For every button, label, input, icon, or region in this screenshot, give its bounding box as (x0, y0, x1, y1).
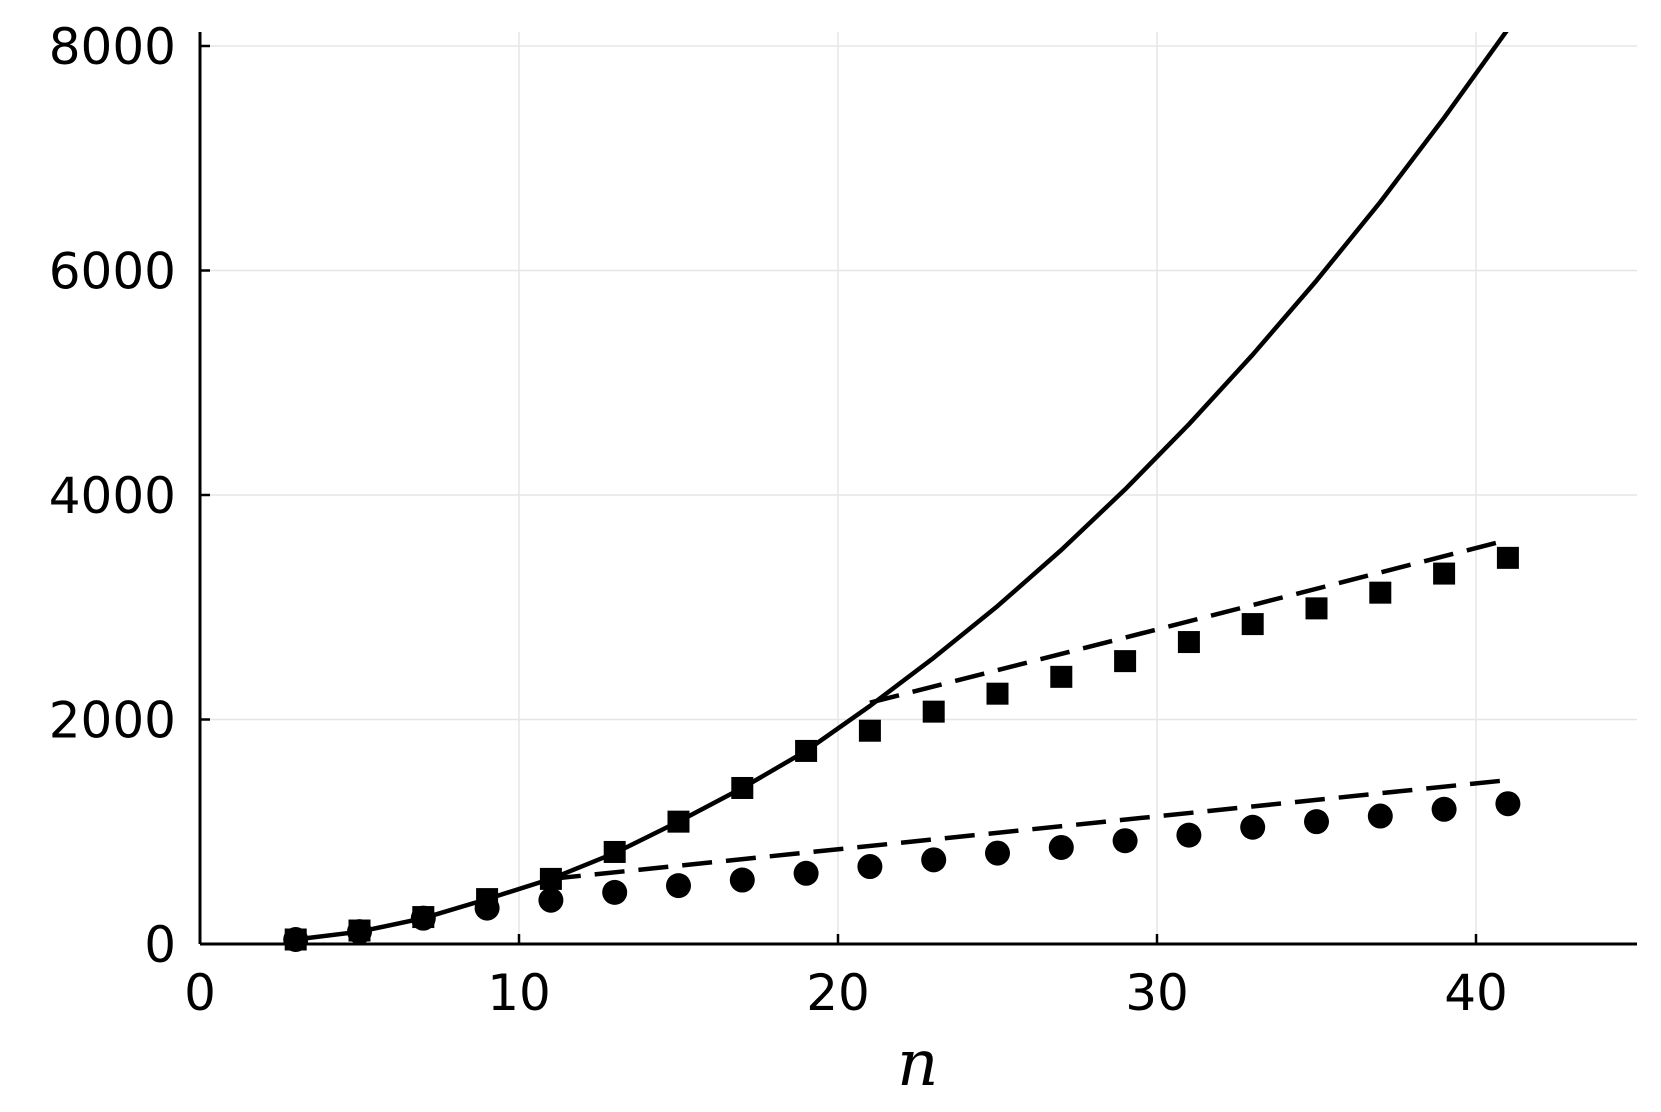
x-tick-label: 30 (1125, 964, 1189, 1022)
square-marker (1433, 562, 1456, 585)
circle-marker (283, 927, 309, 953)
square-marker (1305, 597, 1328, 620)
circle-marker (1367, 803, 1393, 829)
circle-marker (1495, 791, 1521, 817)
square-marker (1050, 665, 1073, 688)
circle-marker (1304, 809, 1329, 835)
y-tick-label: 8000 (49, 18, 176, 76)
circle-marker (1112, 828, 1138, 854)
circle-marker (793, 860, 819, 886)
x-tick-label: 40 (1444, 964, 1508, 1022)
circle-marker (666, 873, 691, 899)
y-tick-label: 6000 (49, 243, 176, 301)
square-marker (922, 700, 945, 723)
circle-marker (857, 854, 883, 880)
square-marker (603, 840, 626, 863)
square-marker (1114, 650, 1137, 673)
square-marker (1241, 613, 1264, 636)
circle-marker (1431, 796, 1457, 822)
y-tick-label: 0 (144, 916, 176, 974)
circle-marker (347, 919, 372, 945)
circle-marker (474, 895, 500, 921)
x-tick-label: 10 (487, 964, 551, 1022)
circle-marker (729, 867, 755, 893)
square-marker (667, 810, 690, 833)
circle-marker (410, 905, 436, 931)
tick-labels: 0 10 20 30 40 0 2000 4000 6000 8000 (49, 18, 1508, 1022)
dashed-trend-line (869, 537, 1509, 705)
circle-marker (921, 847, 947, 873)
square-marker (1496, 546, 1519, 569)
x-tick-label: 0 (184, 964, 216, 1022)
y-tick-label: 2000 (49, 692, 176, 750)
y-tick-label: 4000 (49, 467, 176, 525)
axes (198, 32, 1637, 946)
circle-marker (1048, 834, 1074, 860)
grid (200, 32, 1637, 944)
solid-curve (295, 32, 1509, 942)
square-marker (858, 719, 881, 742)
square-marker (731, 776, 754, 799)
x-axis-title: n (897, 1027, 938, 1101)
circle-marker (1176, 822, 1202, 848)
circle-marker (985, 840, 1010, 866)
square-marker (986, 682, 1009, 705)
circle-marker (1240, 814, 1266, 840)
circle-marker (602, 879, 628, 905)
square-marker (1177, 631, 1200, 654)
circle-marker (538, 887, 564, 913)
square-marker (539, 867, 562, 890)
square-marker (795, 739, 818, 762)
square-marker (1369, 581, 1392, 604)
plot-area (283, 32, 1521, 953)
dashed-trend-line (550, 777, 1509, 882)
x-tick-label: 20 (806, 964, 870, 1022)
